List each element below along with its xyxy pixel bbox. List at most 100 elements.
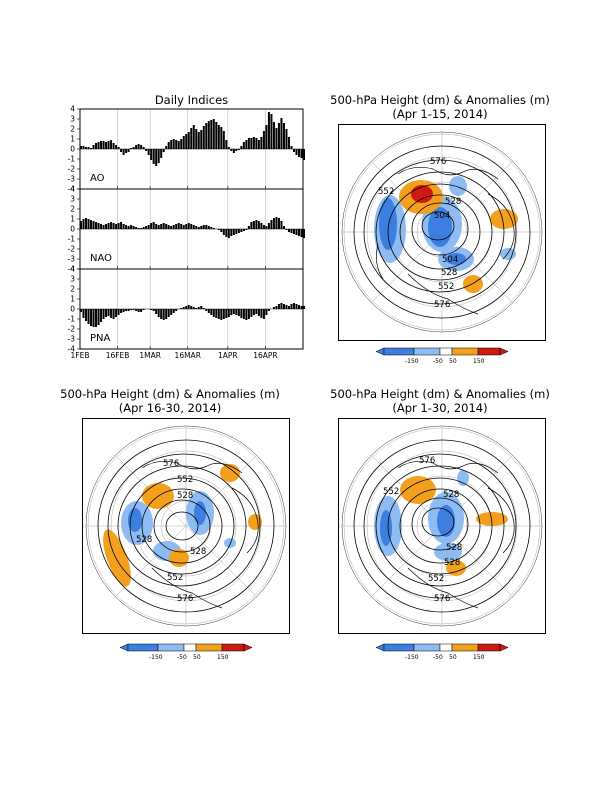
bar-nao bbox=[257, 221, 260, 229]
bar-nao bbox=[295, 229, 298, 235]
map3-title-line2: (Apr 1-30, 2014) bbox=[392, 401, 488, 415]
bar-ao bbox=[202, 126, 205, 149]
bar-nao bbox=[127, 226, 130, 229]
bar-nao bbox=[92, 221, 95, 229]
y-tick-label: 1 bbox=[70, 135, 75, 144]
bar-nao bbox=[197, 227, 200, 229]
x-tick-label: 1APR bbox=[218, 351, 238, 360]
bar-pna bbox=[250, 309, 253, 317]
bar-nao bbox=[87, 219, 90, 229]
bar-pna bbox=[150, 309, 153, 310]
bar-ao bbox=[100, 141, 103, 149]
bar-pna bbox=[160, 309, 163, 319]
bar-pna bbox=[232, 309, 235, 314]
bar-pna bbox=[277, 304, 280, 309]
bar-ao bbox=[252, 137, 255, 149]
bar-ao bbox=[167, 142, 170, 149]
bar-pna bbox=[215, 309, 218, 318]
bar-ao bbox=[227, 147, 230, 149]
bar-ao bbox=[270, 114, 273, 149]
bar-ao bbox=[112, 143, 115, 149]
map1-height-contours bbox=[353, 145, 531, 319]
map3-height-contours bbox=[353, 439, 531, 613]
map2-contour-label: 528 bbox=[136, 535, 152, 545]
map1-contour-label: 528 bbox=[441, 268, 457, 278]
bar-nao bbox=[227, 229, 230, 238]
map2-contour-label: 552 bbox=[167, 573, 183, 583]
map2-contour-label: 528 bbox=[177, 491, 193, 501]
bar-nao bbox=[182, 225, 185, 229]
bar-pna bbox=[100, 309, 103, 322]
bar-pna bbox=[230, 309, 233, 315]
bar-ao bbox=[282, 123, 285, 149]
bar-nao bbox=[282, 226, 285, 229]
map1-contour-label: 552 bbox=[378, 187, 394, 197]
map1-title: 500-hPa Height (dm) & Anomalies (m) (Apr… bbox=[310, 93, 570, 121]
bar-nao bbox=[267, 223, 270, 229]
bar-pna bbox=[92, 309, 95, 327]
x-tick-label: 1FEB bbox=[71, 351, 90, 360]
bar-ao bbox=[150, 149, 153, 160]
bar-nao bbox=[222, 229, 225, 235]
map2-colorbar: -150 -50 50 150 bbox=[119, 643, 253, 661]
bar-nao bbox=[300, 229, 303, 237]
bar-pna bbox=[292, 303, 295, 309]
bar-pna bbox=[212, 309, 215, 317]
bar-pna bbox=[275, 306, 278, 309]
bar-nao bbox=[172, 225, 175, 229]
bar-ao bbox=[117, 147, 120, 149]
bar-ao bbox=[242, 142, 245, 149]
bar-pna bbox=[192, 307, 195, 309]
bar-pna bbox=[120, 309, 123, 313]
bar-pna bbox=[152, 309, 155, 311]
bar-ao bbox=[255, 138, 258, 149]
bar-nao bbox=[167, 225, 170, 229]
bar-ao bbox=[195, 129, 198, 149]
bar-pna bbox=[140, 309, 143, 312]
bar-nao bbox=[142, 227, 145, 229]
bar-nao bbox=[120, 222, 123, 229]
bar-nao bbox=[212, 228, 215, 229]
bar-pna bbox=[235, 309, 238, 315]
x-tick-label: 16APR bbox=[253, 351, 277, 360]
bar-ao bbox=[235, 149, 238, 151]
bar-ao bbox=[155, 149, 158, 166]
bar-pna bbox=[205, 309, 208, 311]
bar-ao bbox=[215, 122, 218, 149]
bar-nao bbox=[230, 229, 233, 236]
bar-ao bbox=[232, 149, 235, 153]
bar-ao bbox=[303, 149, 306, 160]
bar-ao bbox=[145, 149, 148, 151]
bar-ao bbox=[292, 149, 295, 152]
bar-pna bbox=[187, 305, 190, 309]
bar-pna bbox=[165, 309, 168, 319]
bar-ao bbox=[207, 121, 210, 149]
bar-nao bbox=[170, 226, 173, 229]
bar-ao bbox=[115, 145, 118, 149]
bar-nao bbox=[177, 223, 180, 229]
bar-nao bbox=[80, 221, 83, 229]
bar-nao bbox=[242, 229, 245, 231]
y-tick-label: 3 bbox=[70, 195, 75, 204]
bar-nao bbox=[132, 226, 135, 229]
bar-nao bbox=[117, 223, 120, 229]
bar-nao bbox=[160, 224, 163, 229]
map3-contour-label: 552 bbox=[383, 487, 399, 497]
bar-nao bbox=[272, 218, 275, 229]
bar-nao bbox=[107, 223, 110, 229]
y-tick-label: 2 bbox=[70, 125, 75, 134]
bar-nao bbox=[205, 225, 208, 229]
y-tick-label: 0 bbox=[70, 225, 75, 234]
bar-pna bbox=[300, 306, 303, 309]
y-tick-label: -4 bbox=[68, 265, 76, 274]
bar-ao bbox=[85, 147, 88, 149]
bar-pna bbox=[207, 309, 210, 313]
colorbar-label: 150 bbox=[473, 358, 485, 365]
bar-pna bbox=[142, 309, 145, 310]
bar-ao bbox=[285, 129, 288, 149]
series-label-ao: AO bbox=[90, 173, 105, 184]
colorbar-label: 50 bbox=[449, 654, 457, 661]
bar-ao bbox=[82, 146, 85, 149]
bar-pna bbox=[175, 309, 178, 311]
bar-nao bbox=[287, 229, 290, 232]
